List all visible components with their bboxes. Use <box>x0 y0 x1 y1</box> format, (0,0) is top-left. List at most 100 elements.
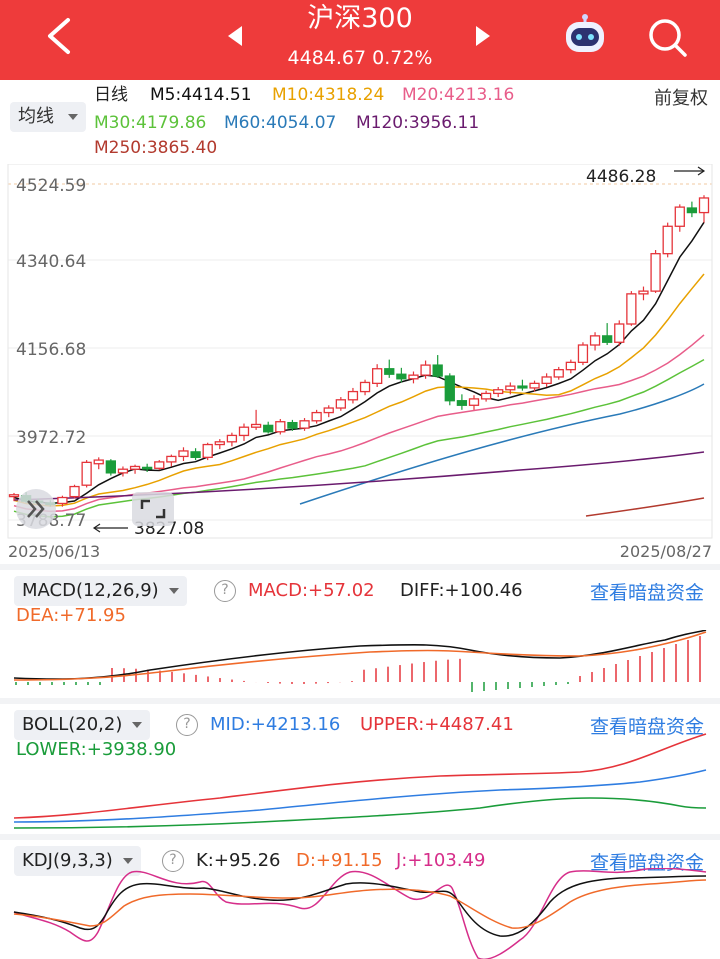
ma60-line <box>299 383 705 505</box>
candle-body <box>154 461 165 469</box>
candlestick-chart[interactable]: 4524.59 4340.64 4156.68 3972.72 3788.77 … <box>0 164 720 544</box>
low-marker-arrowhead <box>92 523 101 533</box>
end-date: 2025/08/27 <box>619 542 712 561</box>
view-dark-pool-link[interactable]: 查看暗盘资金 <box>589 582 704 604</box>
page-title: 沪深300 <box>307 3 413 34</box>
candle-body <box>553 369 564 378</box>
candle-body <box>638 290 649 295</box>
y-label-4: 3972.72 <box>16 428 86 448</box>
candle-body <box>117 468 129 474</box>
candle-body <box>674 206 685 227</box>
boll-name: BOLL(20,2) <box>22 714 123 735</box>
candle-body <box>263 424 274 433</box>
price-change: 4484.67 0.72% <box>287 47 433 69</box>
help-icon[interactable]: ? <box>176 714 198 736</box>
boll-upper-line <box>13 733 707 819</box>
ma-legend: 均线 日线 M5:4414.51 M10:4318.24 M20:4213.16… <box>0 80 720 164</box>
kdj-d-value: D:+91.15 <box>296 850 383 871</box>
candle-body <box>686 207 698 214</box>
date-axis: 2025/06/13 2025/08/27 <box>0 542 720 566</box>
candle-body <box>408 374 419 380</box>
macd-dea-line <box>13 631 707 681</box>
macd-selector[interactable]: MACD(12,26,9) <box>14 576 187 606</box>
macd-panel: MACD(12,26,9) ? MACD:+57.02 DIFF:+100.46… <box>0 564 720 698</box>
candle-body <box>69 485 80 498</box>
candle-body <box>166 455 177 463</box>
back-arrow-icon[interactable] <box>40 14 80 58</box>
candle-body <box>396 373 407 380</box>
ma30-line <box>13 358 705 518</box>
chevron-down-icon <box>122 858 133 864</box>
kdj-k-line <box>13 875 707 937</box>
collapse-left-icon[interactable] <box>16 489 56 529</box>
restore-right-toggle[interactable]: 前复权 <box>654 88 708 109</box>
search-icon[interactable] <box>646 16 688 58</box>
candle-body <box>384 368 395 375</box>
dea-value: DEA:+71.95 <box>16 605 126 626</box>
ma-selector-label: 均线 <box>18 106 54 127</box>
kdj-panel: KDJ(9,3,3) ? K:+95.26 D:+91.15 J:+103.49… <box>0 834 720 959</box>
boll-lower-value: LOWER:+3938.90 <box>16 739 177 760</box>
kdj-j-value: J:+103.49 <box>396 850 486 871</box>
candle-body <box>372 368 383 385</box>
ma10-line <box>13 273 705 507</box>
ma120-value: M120:3956.11 <box>356 113 480 133</box>
ma5-value: M5:4414.51 <box>150 85 252 105</box>
candle-body <box>420 364 431 376</box>
view-dark-pool-link[interactable]: 查看暗盘资金 <box>589 716 704 738</box>
macd-name: MACD(12,26,9) <box>22 580 159 601</box>
y-label-2: 4340.64 <box>16 252 86 272</box>
boll-mid-line <box>13 769 707 823</box>
next-stock-icon[interactable] <box>476 26 490 46</box>
candle-body <box>698 197 710 214</box>
candle-body <box>57 496 68 505</box>
candle-body <box>589 335 601 346</box>
fullscreen-icon[interactable] <box>132 492 174 526</box>
high-marker: 4486.28 <box>586 167 656 187</box>
candle-body <box>335 399 346 409</box>
chart-frame <box>7 164 713 539</box>
kdj-d-line <box>13 879 707 929</box>
candle-body <box>8 494 20 498</box>
candle-body <box>250 423 262 428</box>
kdj-j-line <box>13 868 707 959</box>
prev-stock-icon[interactable] <box>228 26 242 46</box>
candle-body <box>190 451 201 458</box>
kdj-name: KDJ(9,3,3) <box>22 850 113 871</box>
ma250-line <box>585 497 705 517</box>
candle-body <box>287 421 298 429</box>
help-icon[interactable]: ? <box>162 850 184 872</box>
candle-body <box>541 376 552 385</box>
ma5-line <box>13 221 705 504</box>
candle-body <box>178 450 189 458</box>
candle-body <box>81 461 92 486</box>
candle-body <box>311 411 322 422</box>
candle-body <box>444 375 455 402</box>
period-label: 日线 <box>94 85 128 105</box>
candle-body <box>299 420 310 429</box>
chevron-down-icon <box>168 588 179 594</box>
candle-body <box>602 335 613 343</box>
help-icon[interactable]: ? <box>214 580 236 602</box>
candle-body <box>202 443 213 458</box>
candle-body <box>468 398 480 406</box>
ma10-value: M10:4318.24 <box>272 85 385 105</box>
macd-chart <box>13 630 707 692</box>
candle-body <box>105 460 116 474</box>
boll-selector[interactable]: BOLL(20,2) <box>14 710 151 740</box>
candle-body <box>347 390 359 401</box>
candle-body <box>129 465 141 470</box>
candle-body <box>493 389 504 395</box>
ma-selector-button[interactable]: 均线 <box>10 102 86 132</box>
kdj-selector[interactable]: KDJ(9,3,3) <box>14 846 141 876</box>
candle-body <box>480 392 492 400</box>
kdj-k-value: K:+95.26 <box>196 850 281 871</box>
robot-assistant-icon[interactable] <box>562 14 608 56</box>
ma250-value: M250:3865.40 <box>94 138 218 158</box>
boll-mid-value: MID:+4213.16 <box>210 714 341 735</box>
candle-body <box>432 364 443 377</box>
candle-body <box>614 323 625 343</box>
candle-body <box>577 344 589 364</box>
candle-body <box>456 400 468 406</box>
macd-diff-line <box>13 630 707 680</box>
